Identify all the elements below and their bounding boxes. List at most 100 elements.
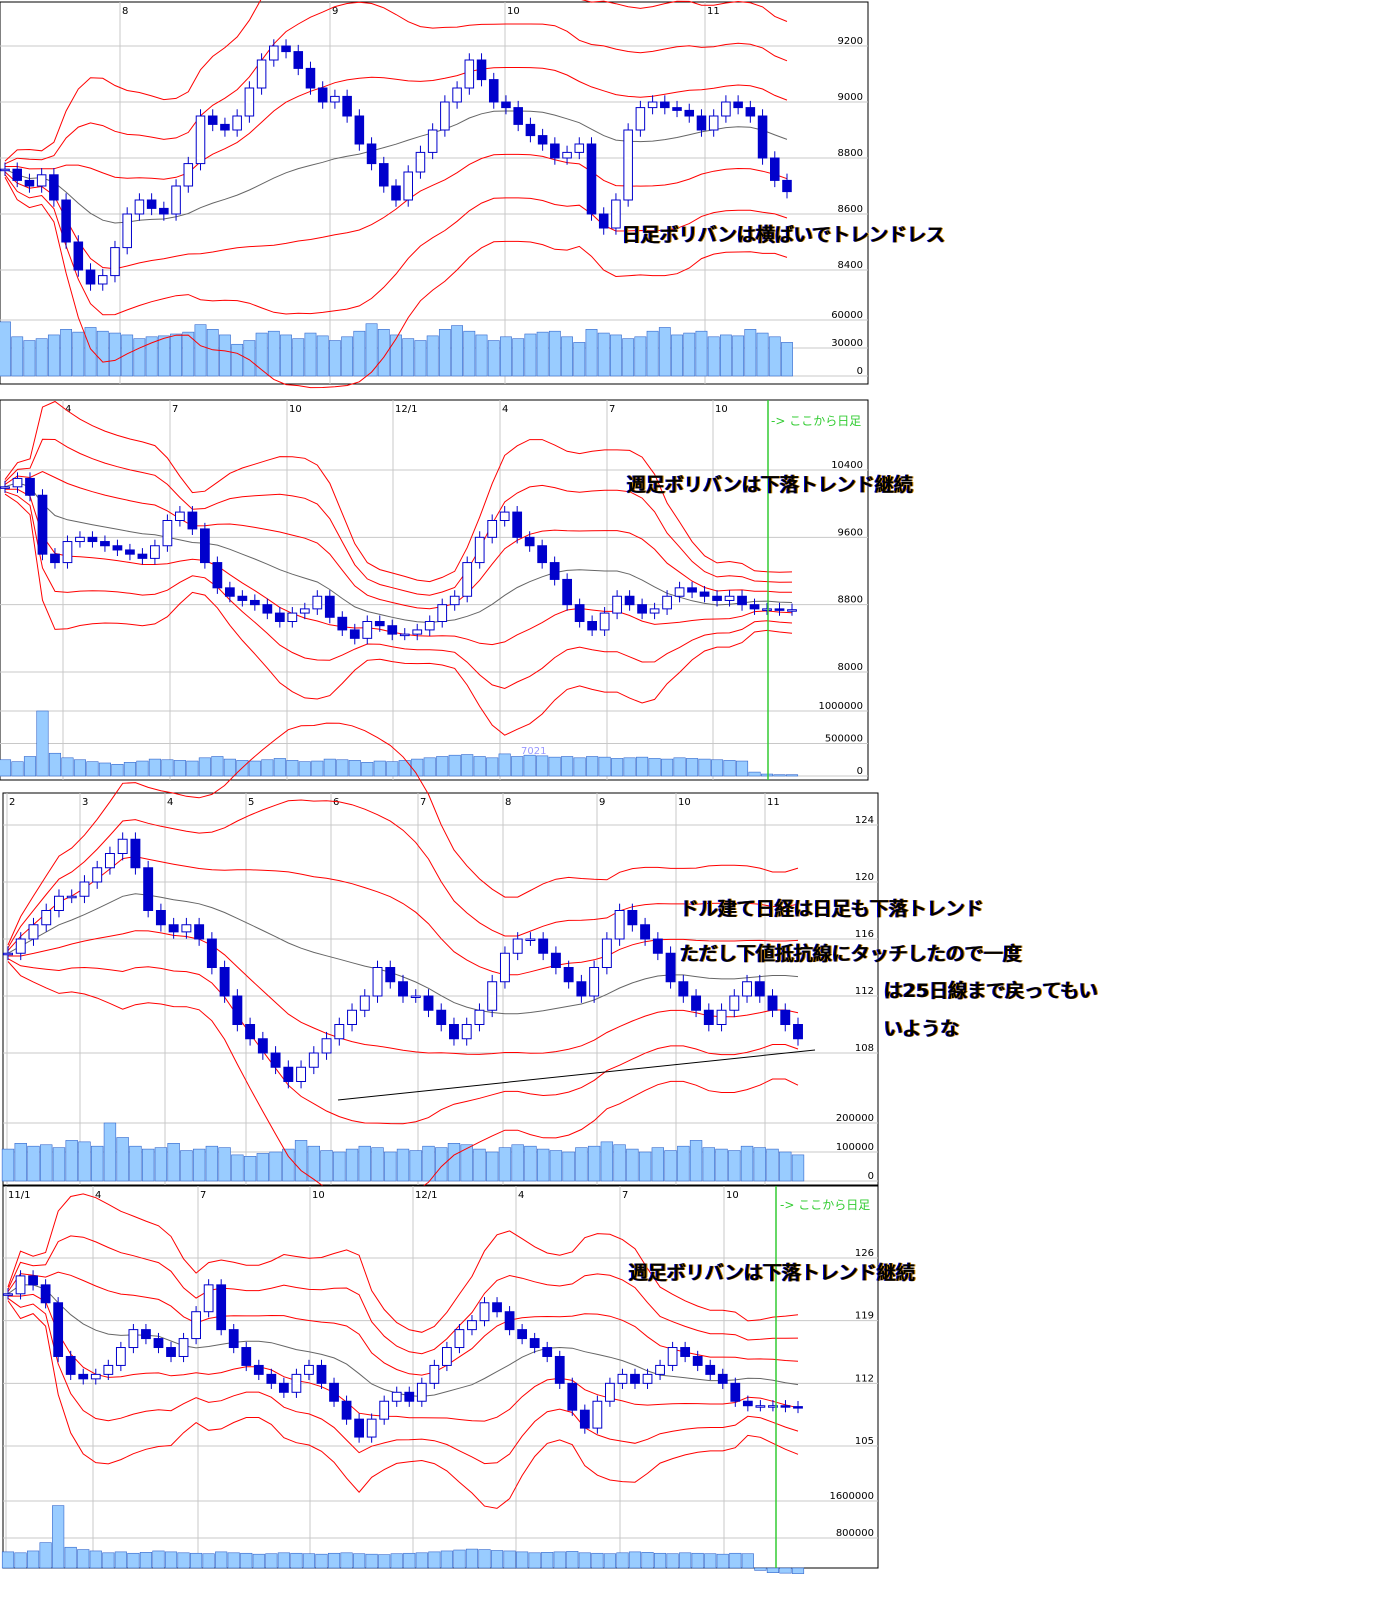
candle-bearish [206, 938, 217, 968]
volume-bar [157, 335, 170, 377]
candle-bullish [452, 87, 462, 103]
volume-bar [611, 758, 624, 777]
candle-bearish [774, 608, 785, 611]
volume-bar [11, 336, 24, 377]
bollinger-band-upper-3sigma [4, 0, 788, 162]
y-tick-label: 108 [855, 1043, 874, 1054]
candle-bullish [41, 910, 52, 926]
volume-bar [689, 1140, 703, 1182]
volume-bar [27, 1145, 40, 1182]
volume-bar [14, 1552, 27, 1569]
candle-bearish [73, 241, 84, 271]
volume-bar [500, 336, 512, 377]
candle-bullish [28, 924, 39, 940]
candle-bullish [0, 168, 10, 172]
candle-bullish [442, 1347, 452, 1366]
candle-bearish [537, 135, 548, 145]
volume-bar [316, 335, 329, 377]
candle-bullish [449, 595, 460, 606]
candle-bearish [200, 528, 210, 564]
volume-bar [677, 1145, 690, 1182]
volume-bar [384, 1151, 397, 1182]
volume-bar [528, 1552, 541, 1569]
volume-bar [396, 1148, 410, 1182]
volume-bar [40, 1144, 53, 1182]
volume-bar [127, 1552, 140, 1569]
volume-bar [741, 1553, 754, 1569]
candle-bearish [249, 599, 260, 606]
candle-bearish [767, 995, 778, 1011]
volume-bar [715, 1148, 728, 1182]
candle-bullish [525, 938, 536, 941]
volume-bar [498, 1147, 512, 1182]
volume-bar [566, 1551, 579, 1569]
volume-bar [240, 1552, 253, 1569]
candle-bearish [270, 1052, 281, 1068]
bollinger-band-lower-1sigma [8, 930, 799, 1055]
candle-bearish [717, 1373, 728, 1384]
candle-bullish [499, 952, 510, 983]
bollinger-band-lower-2sigma [4, 491, 793, 690]
volume-bar [448, 754, 461, 777]
annotation-daily: 日足ボリバンは横ばいでトレンドレス [622, 224, 946, 246]
volume-bar [435, 1147, 448, 1182]
x-tick-label: 12/1 [415, 1190, 437, 1201]
bollinger-band-upper-3sigma [7, 722, 799, 946]
candle-bearish [423, 995, 434, 1011]
bollinger-band-lower-3sigma [7, 1300, 799, 1509]
y-tick-label: 8400 [838, 260, 863, 271]
candle-bearish [262, 604, 273, 614]
candle-bullish [110, 247, 120, 277]
candle-bearish [12, 168, 22, 181]
support-trendline [337, 1049, 816, 1101]
volume-bar [290, 1552, 303, 1569]
candle-bullish [291, 1373, 302, 1393]
y-tick-label: 8600 [838, 204, 863, 215]
x-tick-label: 11 [767, 797, 780, 808]
candle-bullish [467, 1320, 477, 1331]
volume-bar [286, 760, 299, 777]
candle-bearish [598, 213, 609, 229]
volume-bar [231, 343, 244, 377]
candle-bearish [550, 143, 560, 159]
candle-bullish [104, 853, 115, 869]
bollinger-band-upper-1sigma [5, 67, 788, 180]
candle-bearish [112, 545, 123, 551]
candle-bullish [3, 952, 13, 956]
volume-bar [766, 1148, 779, 1182]
volume-bar [14, 1143, 27, 1182]
candle-bullish [181, 924, 192, 933]
volume-bar [378, 1554, 391, 1569]
volume-bar [440, 1550, 453, 1569]
volume-bar [603, 1553, 616, 1569]
candle-bullish [440, 101, 450, 131]
candle-bullish [674, 587, 685, 597]
volume-bar [47, 334, 60, 377]
candle-bullish [454, 1329, 465, 1349]
volume-bar [768, 336, 781, 377]
candle-bullish [296, 1066, 307, 1082]
candle-bearish [586, 143, 597, 215]
volume-bar [719, 334, 732, 377]
volume-bar [265, 1553, 278, 1569]
candle-bullish [462, 562, 473, 597]
volume-bar [536, 1148, 550, 1182]
moving-average-line [4, 110, 788, 224]
volume-bar [377, 329, 390, 377]
candle-bullish [203, 1284, 214, 1313]
candle-bearish [488, 79, 499, 103]
candle-bullish [15, 1275, 26, 1295]
volume-bar [679, 1552, 692, 1569]
volume-bar [145, 336, 158, 377]
candle-bearish [143, 867, 154, 911]
volume-bar [616, 1552, 629, 1569]
volume-bar [65, 1140, 78, 1182]
volume-bar [243, 340, 256, 377]
volume-bar [702, 1147, 715, 1182]
candle-bullish [623, 129, 633, 201]
volume-bar [345, 1148, 359, 1182]
candle-bearish [216, 1284, 227, 1331]
volume-bar [116, 1137, 129, 1182]
candle-bearish [379, 163, 389, 187]
